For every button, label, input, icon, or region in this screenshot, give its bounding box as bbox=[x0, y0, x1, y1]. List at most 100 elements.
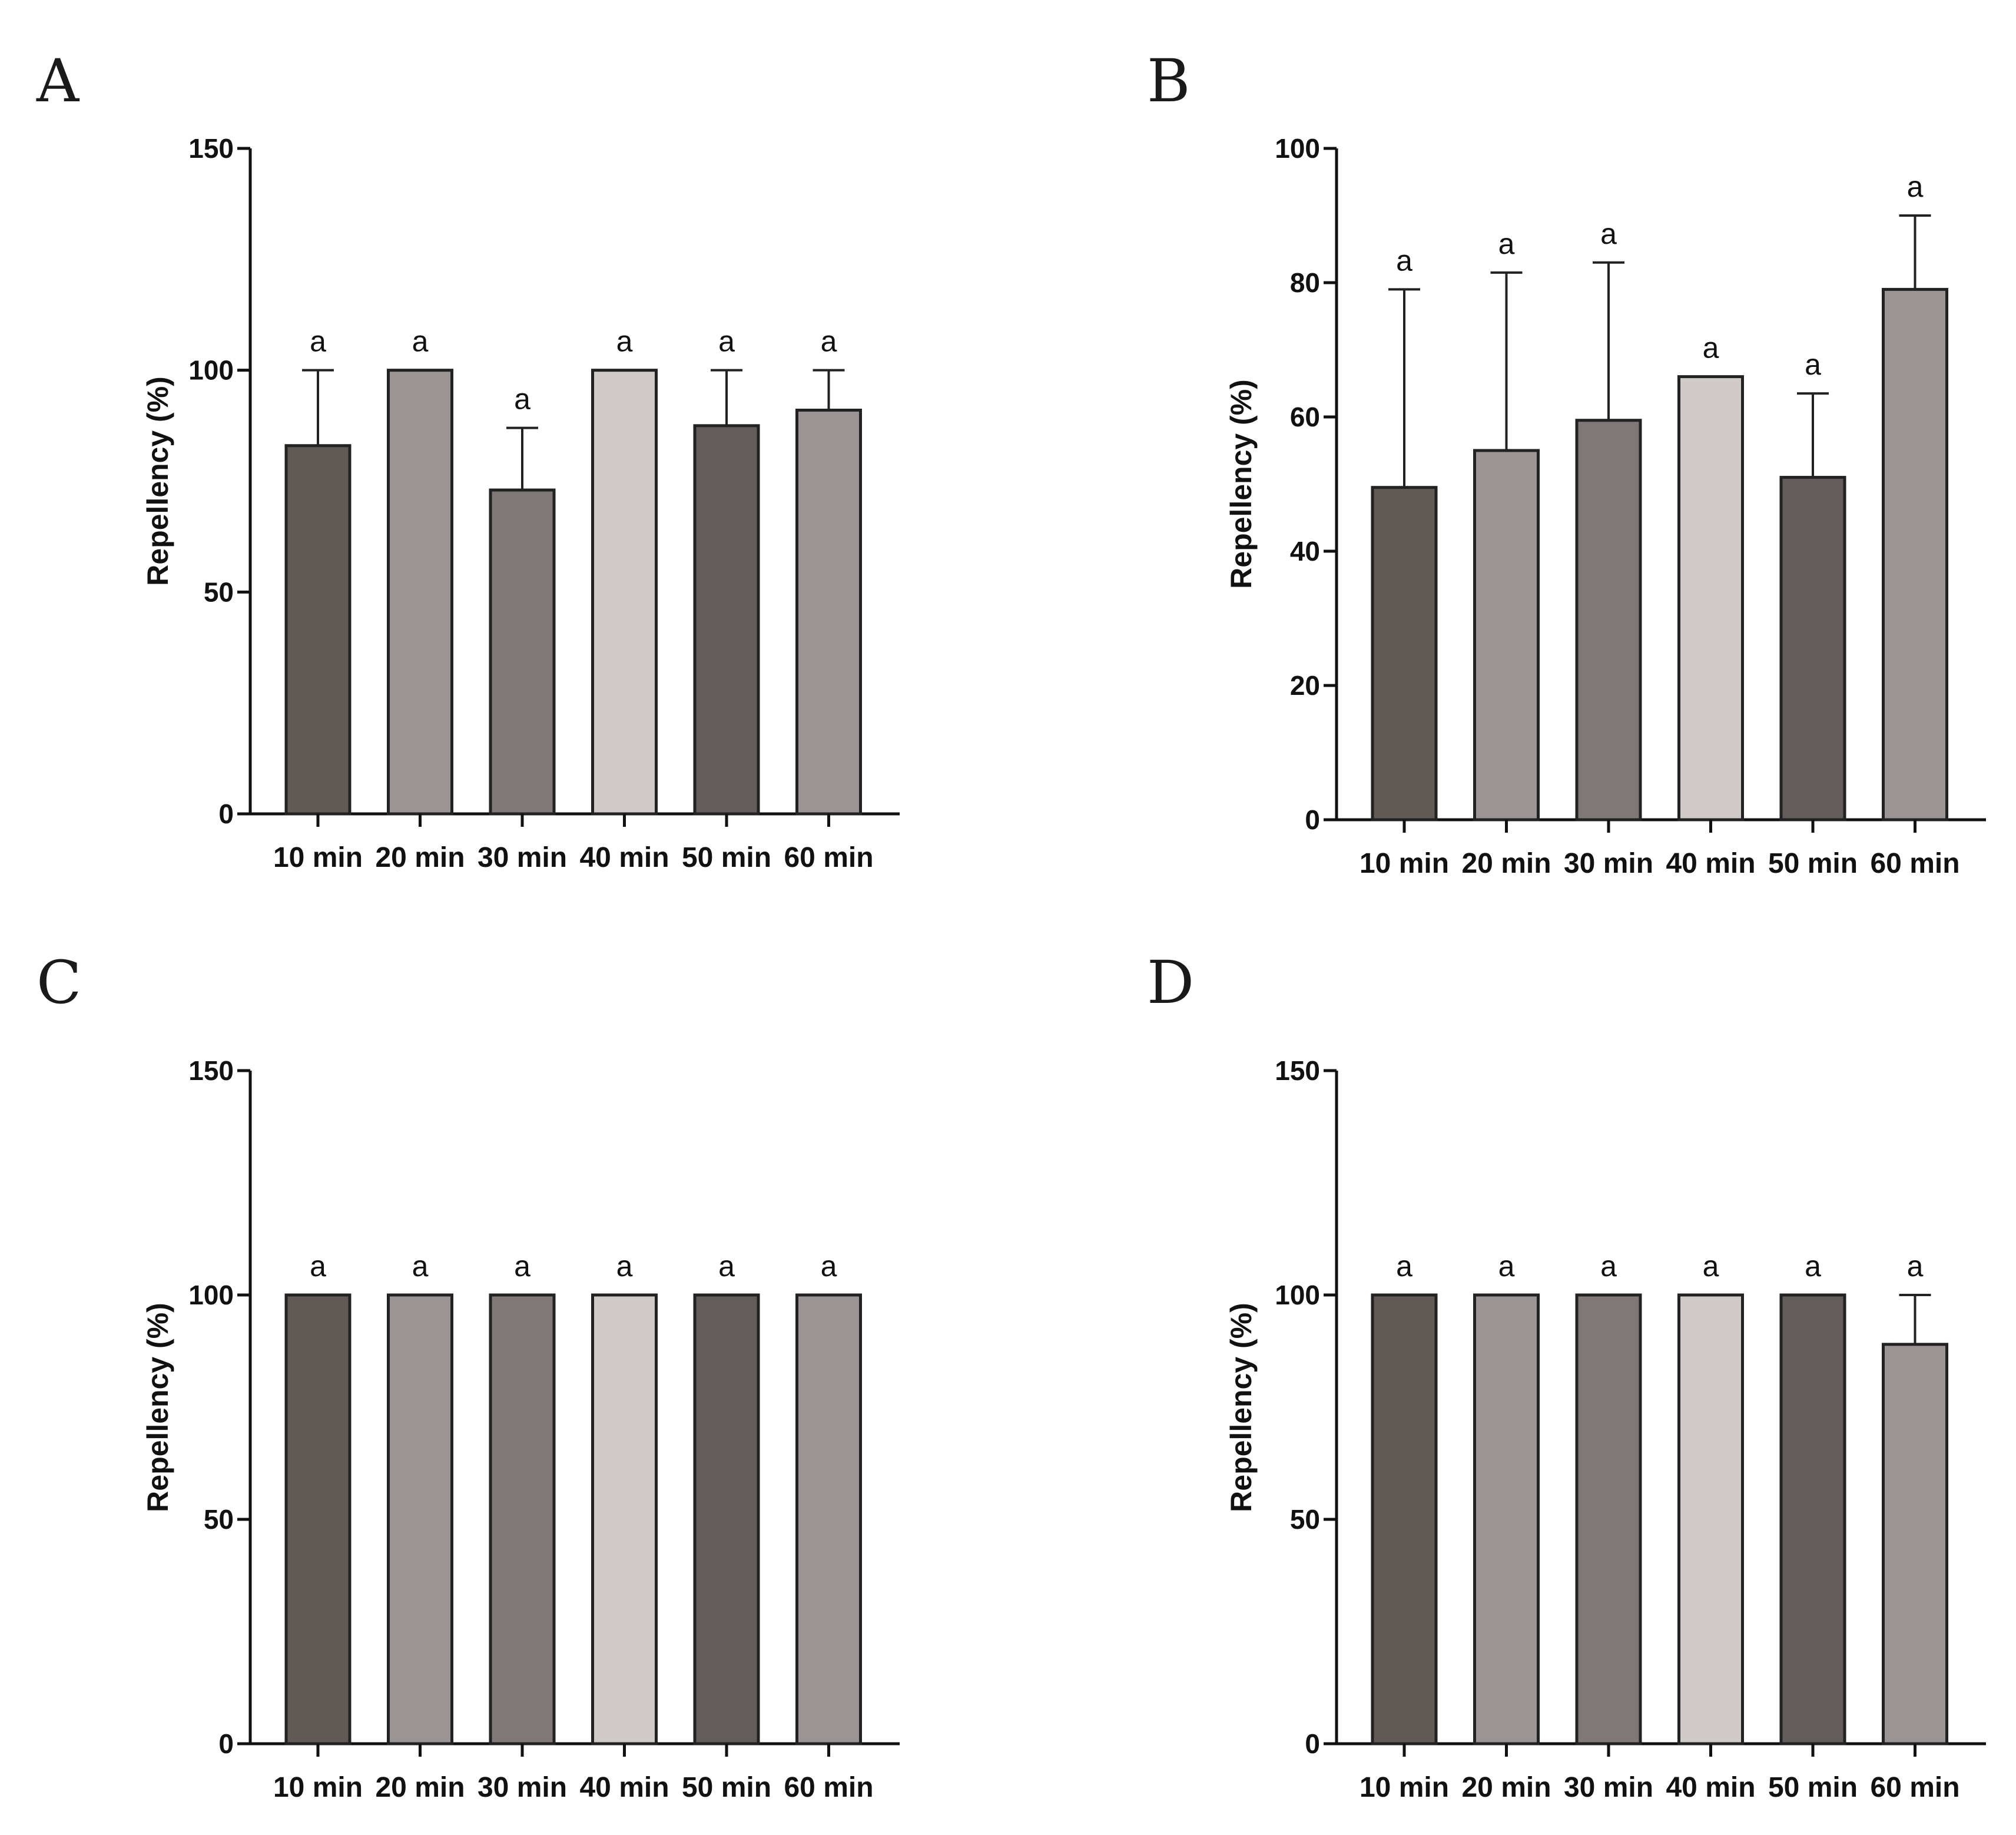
significance-letter: a bbox=[1498, 1250, 1515, 1283]
x-tick-label: 10 min bbox=[273, 1772, 363, 1803]
bar-10-min bbox=[1371, 486, 1438, 822]
x-tick-label: 40 min bbox=[579, 1772, 669, 1803]
bar-10-min bbox=[284, 1293, 352, 1745]
bar-20-min bbox=[387, 369, 453, 816]
significance-letter: a bbox=[1498, 227, 1515, 260]
x-tick-label: 50 min bbox=[1768, 848, 1858, 879]
y-tick-label: 150 bbox=[188, 1055, 234, 1086]
significance-letter: a bbox=[1907, 170, 1924, 203]
chart-panel-a: A Repellency (%) 0 50 100 150 10 min a 20 min a 30… bbox=[36, 47, 900, 873]
significance-letter: a bbox=[310, 1250, 326, 1283]
y-tick-label: 100 bbox=[1275, 1280, 1320, 1310]
x-tick-label: 40 min bbox=[1666, 1772, 1755, 1803]
y-tick-label: 150 bbox=[1275, 1055, 1320, 1086]
significance-letter: a bbox=[718, 1250, 735, 1283]
bar-50-min bbox=[1779, 1293, 1846, 1745]
bar-40-min bbox=[1677, 1293, 1744, 1745]
panel-label: B bbox=[1147, 47, 1191, 115]
significance-letter: a bbox=[1805, 1250, 1821, 1283]
y-tick-label: 50 bbox=[204, 1504, 234, 1535]
significance-letter: a bbox=[718, 325, 735, 358]
significance-letter: a bbox=[310, 325, 326, 358]
bar-20-min bbox=[1473, 449, 1540, 822]
y-tick-label: 40 bbox=[1290, 536, 1320, 567]
bar-30-min bbox=[1575, 419, 1642, 822]
x-tick-label: 60 min bbox=[1870, 848, 1959, 879]
bar-60-min bbox=[1882, 1343, 1948, 1745]
bar-60-min bbox=[795, 1293, 862, 1745]
x-tick-label: 20 min bbox=[375, 1772, 465, 1803]
panel-label: C bbox=[37, 948, 82, 1017]
x-tick-label: 30 min bbox=[1564, 848, 1653, 879]
y-tick-label: 50 bbox=[1290, 1504, 1320, 1535]
x-tick-label: 50 min bbox=[682, 1772, 771, 1803]
x-tick-label: 40 min bbox=[579, 842, 669, 873]
y-tick-label: 100 bbox=[188, 1280, 234, 1310]
x-tick-label: 50 min bbox=[1768, 1772, 1858, 1803]
y-axis-label: Repellency (%) bbox=[1225, 1303, 1258, 1512]
significance-letter: a bbox=[1805, 348, 1821, 381]
significance-letter: a bbox=[821, 1250, 837, 1283]
significance-letter: a bbox=[1600, 1250, 1617, 1283]
y-axis-label: Repellency (%) bbox=[141, 376, 174, 586]
significance-letter: a bbox=[514, 383, 530, 416]
significance-letter: a bbox=[412, 1250, 429, 1283]
x-tick-label: 60 min bbox=[784, 842, 873, 873]
y-tick-label: 150 bbox=[188, 133, 234, 164]
y-axis-label: Repellency (%) bbox=[1225, 379, 1258, 589]
y-tick-label: 50 bbox=[204, 577, 234, 607]
bar-60-min bbox=[1882, 287, 1948, 822]
y-tick-label: 80 bbox=[1290, 267, 1320, 298]
significance-letter: a bbox=[412, 325, 429, 358]
x-tick-label: 10 min bbox=[1360, 848, 1449, 879]
significance-letter: a bbox=[1396, 1250, 1412, 1283]
bar-40-min bbox=[591, 369, 658, 816]
significance-letter: a bbox=[616, 325, 633, 358]
bar-30-min bbox=[489, 488, 556, 816]
y-tick-label: 0 bbox=[1305, 804, 1320, 835]
significance-letter: a bbox=[1703, 1250, 1719, 1283]
bar-60-min bbox=[795, 408, 862, 816]
significance-letter: a bbox=[1703, 332, 1719, 365]
significance-letter: a bbox=[821, 325, 837, 358]
x-tick-label: 40 min bbox=[1666, 848, 1755, 879]
x-tick-label: 20 min bbox=[1461, 1772, 1551, 1803]
chart-panel-d: D Repellency (%) 0 50 100 150 10 min a 20 min a 30… bbox=[1147, 948, 1986, 1803]
bar-50-min bbox=[1779, 476, 1846, 822]
y-tick-label: 100 bbox=[188, 355, 234, 386]
bar-30-min bbox=[489, 1293, 556, 1745]
significance-letter: a bbox=[1600, 217, 1617, 250]
x-tick-label: 30 min bbox=[1564, 1772, 1653, 1803]
x-tick-label: 20 min bbox=[375, 842, 465, 873]
x-tick-label: 30 min bbox=[478, 1772, 567, 1803]
bar-30-min bbox=[1575, 1293, 1642, 1745]
chart-panel-b: B Repellency (%) 0 20 40 60 80 100 10 min a 20 min… bbox=[1147, 47, 1986, 879]
panel-label: D bbox=[1147, 948, 1194, 1017]
bar-40-min bbox=[1677, 375, 1744, 822]
y-tick-label: 20 bbox=[1290, 670, 1320, 701]
x-tick-label: 60 min bbox=[1870, 1772, 1959, 1803]
y-tick-label: 0 bbox=[218, 1728, 234, 1759]
significance-letter: a bbox=[616, 1250, 633, 1283]
x-tick-label: 30 min bbox=[478, 842, 567, 873]
y-tick-label: 60 bbox=[1290, 402, 1320, 432]
y-axis-label: Repellency (%) bbox=[141, 1303, 174, 1512]
significance-letter: a bbox=[514, 1250, 530, 1283]
chart-panel-c: C Repellency (%) 0 50 100 150 10 min a 20 min a 30… bbox=[37, 948, 900, 1803]
y-tick-label: 0 bbox=[218, 799, 234, 829]
bar-20-min bbox=[387, 1293, 453, 1745]
bar-40-min bbox=[591, 1293, 658, 1745]
x-tick-label: 50 min bbox=[682, 842, 771, 873]
significance-letter: a bbox=[1907, 1250, 1924, 1283]
bar-50-min bbox=[693, 424, 760, 816]
x-tick-label: 60 min bbox=[784, 1772, 873, 1803]
x-tick-label: 20 min bbox=[1461, 848, 1551, 879]
y-tick-label: 0 bbox=[1305, 1728, 1320, 1759]
x-tick-label: 10 min bbox=[1360, 1772, 1449, 1803]
significance-letter: a bbox=[1396, 244, 1412, 277]
bar-50-min bbox=[693, 1293, 760, 1745]
y-tick-label: 100 bbox=[1275, 133, 1320, 164]
bar-10-min bbox=[1371, 1293, 1438, 1745]
x-tick-label: 10 min bbox=[273, 842, 363, 873]
